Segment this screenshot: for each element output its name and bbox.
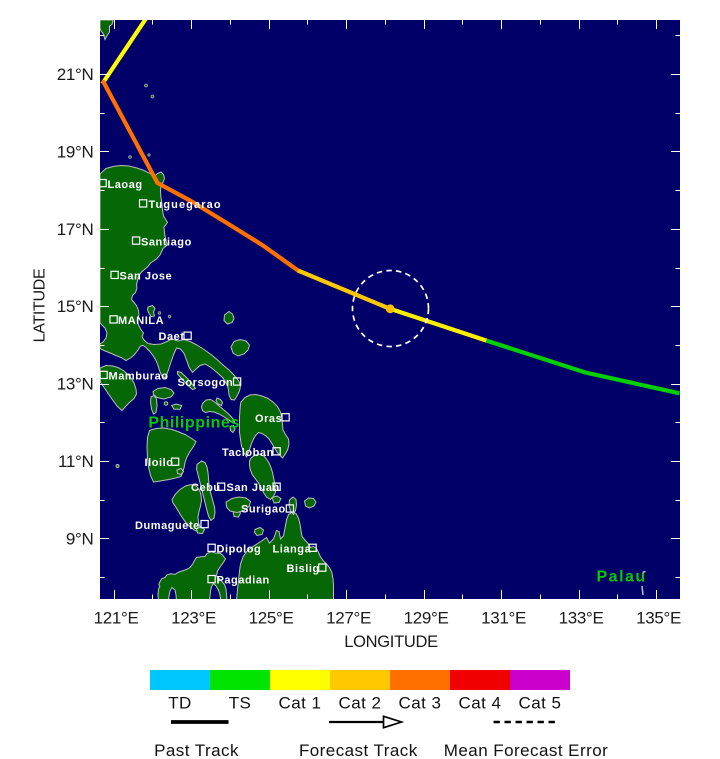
svg-text:131°E: 131°E (481, 609, 526, 628)
svg-text:Santiago: Santiago (141, 236, 192, 248)
svg-text:Past Track: Past Track (154, 741, 239, 759)
svg-text:Pagadian: Pagadian (217, 575, 270, 587)
svg-text:Sorsogon: Sorsogon (178, 377, 234, 389)
svg-text:11°N: 11°N (58, 452, 94, 471)
svg-text:127°E: 127°E (326, 609, 371, 628)
svg-text:TD: TD (168, 694, 192, 713)
svg-text:Cat 1: Cat 1 (279, 694, 322, 713)
svg-text:123°E: 123°E (171, 609, 216, 628)
svg-text:Laoag: Laoag (108, 179, 143, 191)
svg-text:Forecast Track: Forecast Track (299, 741, 418, 759)
svg-text:Tuguegarao: Tuguegarao (149, 199, 222, 211)
svg-text:Oras: Oras (255, 413, 282, 425)
svg-text:MANILA: MANILA (118, 315, 164, 327)
svg-text:San Jose: San Jose (120, 271, 173, 283)
svg-text:San Juan: San Juan (227, 482, 280, 494)
svg-text:Lianga: Lianga (273, 543, 312, 555)
svg-text:121°E: 121°E (94, 609, 139, 628)
svg-text:TS: TS (229, 694, 252, 713)
svg-text:Palau: Palau (597, 569, 647, 586)
svg-text:Tacloban: Tacloban (222, 447, 274, 459)
svg-text:21°N: 21°N (57, 65, 94, 84)
svg-text:Mean Forecast Error: Mean Forecast Error (444, 741, 608, 759)
svg-text:129°E: 129°E (404, 609, 449, 628)
svg-text:19°N: 19°N (57, 142, 94, 161)
svg-text:Cebu: Cebu (191, 482, 221, 494)
svg-text:Philippines: Philippines (148, 415, 239, 432)
svg-text:LONGITUDE: LONGITUDE (344, 633, 438, 651)
svg-text:15°N: 15°N (57, 297, 94, 316)
svg-text:133°E: 133°E (559, 609, 604, 628)
svg-text:Cat 2: Cat 2 (339, 694, 382, 713)
svg-text:Bislig: Bislig (287, 563, 320, 575)
svg-text:Mamburao: Mamburao (109, 370, 169, 382)
svg-text:9°N: 9°N (66, 529, 94, 548)
svg-text:Cat 5: Cat 5 (519, 694, 562, 713)
svg-text:135°E: 135°E (636, 609, 681, 628)
svg-text:13°N: 13°N (57, 375, 94, 394)
svg-text:17°N: 17°N (57, 220, 94, 239)
svg-text:Cat 4: Cat 4 (459, 694, 502, 713)
svg-text:LATITUDE: LATITUDE (32, 269, 49, 343)
svg-text:Surigao: Surigao (241, 504, 286, 516)
svg-text:Dumaguete: Dumaguete (135, 520, 200, 532)
svg-text:Cat 3: Cat 3 (399, 694, 442, 713)
svg-text:Daet: Daet (159, 331, 185, 343)
svg-text:Iloilo: Iloilo (145, 457, 174, 469)
svg-text:Dipolog: Dipolog (217, 543, 262, 555)
svg-text:125°E: 125°E (249, 609, 294, 628)
